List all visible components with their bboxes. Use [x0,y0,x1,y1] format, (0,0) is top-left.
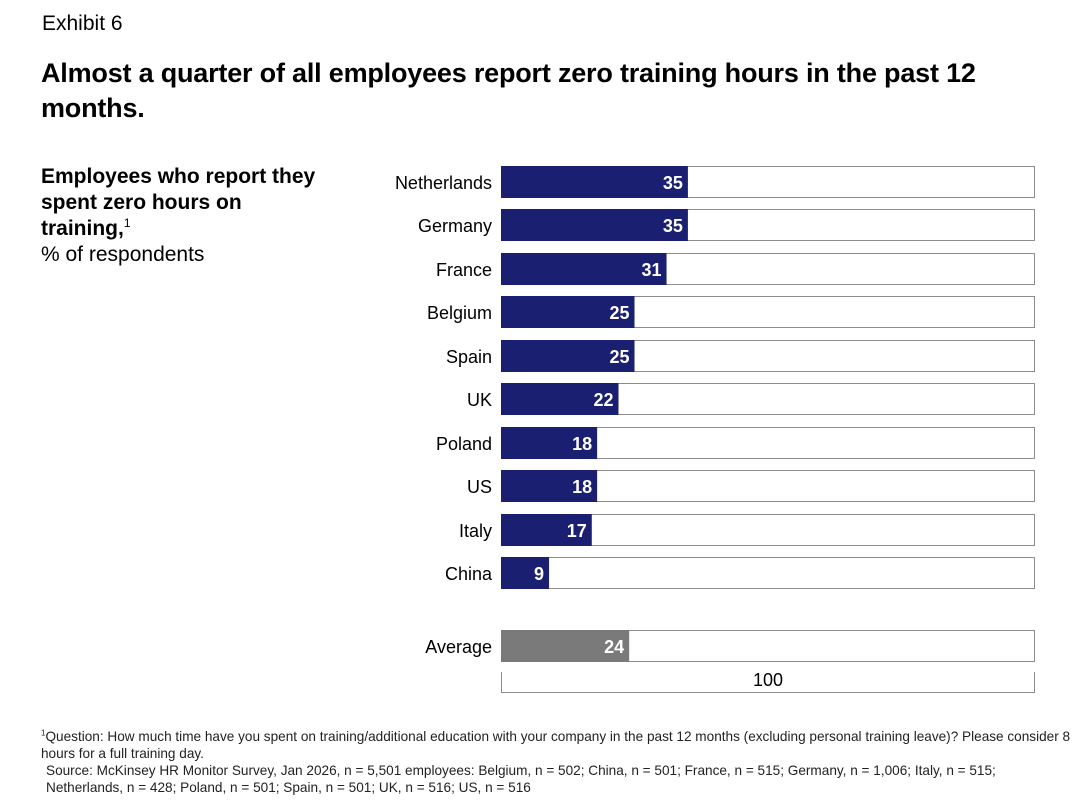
category-label-germany: Germany [418,216,492,236]
subtitle-unit: % of respondents [41,243,205,266]
value-label-us: 18 [572,477,592,497]
footnote-source: Source: McKinsey HR Monitor Survey, Jan … [46,763,996,795]
subtitle-footnote-marker: 1 [123,216,131,230]
footnote-question: 1Question: How much time have you spent … [41,729,1070,761]
bar-chart: Netherlands 35 Germany 35 France 31 Belgium 25 S… [395,166,1035,693]
value-label-italy: 17 [567,521,587,541]
bar-italy [501,514,592,546]
bar-track-china [501,557,1035,589]
exhibit-label: Exhibit 6 [42,12,123,35]
bar-uk [501,383,619,415]
chart-subtitle: Employees who report they spent zero hou… [41,164,321,268]
bar-us [501,470,598,502]
category-label-spain: Spain [446,347,492,367]
footnotes: 1Question: How much time have you spent … [41,728,1076,796]
value-label-germany: 35 [663,216,683,236]
category-label-netherlands: Netherlands [395,173,492,193]
category-label-france: France [436,260,492,280]
category-label-italy: Italy [459,521,492,541]
value-label-china: 9 [534,564,544,584]
value-label-france: 31 [642,260,662,280]
scale-label: 100 [753,670,783,690]
chart-title: Almost a quarter of all employees report… [41,58,976,123]
value-label-belgium: 25 [609,303,629,323]
bar-average [501,630,630,662]
category-label-belgium: Belgium [427,303,492,323]
value-label-poland: 18 [572,434,592,454]
value-label-average: 24 [604,637,624,657]
category-label-uk: UK [467,390,492,410]
bar-belgium [501,296,635,328]
bar-france [501,253,667,285]
category-label-poland: Poland [436,434,492,454]
subtitle-measure: Employees who report they spent zero hou… [41,165,316,240]
bar-poland [501,427,598,459]
scale-bracket [501,672,1035,693]
bar-germany [501,209,688,241]
value-label-netherlands: 35 [663,173,683,193]
bar-china [501,557,550,589]
bar-spain [501,340,635,372]
bar-netherlands [501,166,688,198]
footnote-marker: 1 [41,728,46,738]
category-label-us: US [467,477,492,497]
value-label-uk: 22 [593,390,613,410]
category-label-average: Average [425,637,492,657]
category-label-china: China [445,564,493,584]
value-label-spain: 25 [609,347,629,367]
footnote-question-text: Question: How much time have you spent o… [41,729,1071,761]
